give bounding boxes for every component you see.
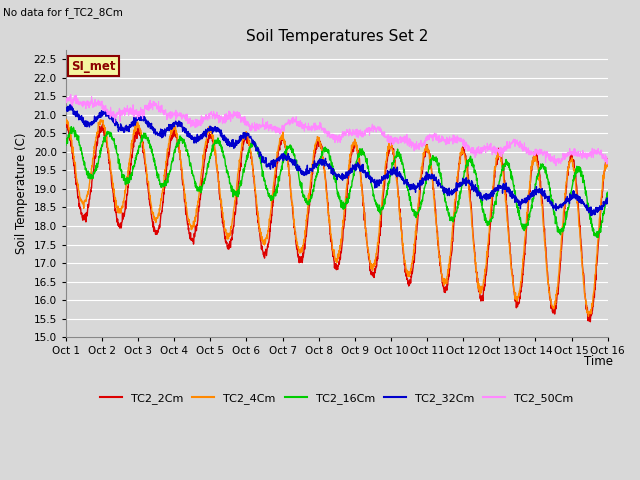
TC2_4Cm — [584, 313, 592, 319]
TC2_16Cm — [604, 191, 612, 197]
Line: TC2_50Cm: TC2_50Cm — [66, 95, 608, 166]
TC2_32Cm — [62, 108, 70, 114]
TC2_2Cm — [312, 147, 319, 153]
Y-axis label: Soil Temperature (C): Soil Temperature (C) — [15, 133, 28, 254]
TC2_16Cm — [594, 235, 602, 240]
Line: TC2_2Cm: TC2_2Cm — [66, 123, 608, 322]
TC2_32Cm — [489, 192, 497, 198]
TC2_50Cm — [62, 99, 70, 105]
TC2_16Cm — [489, 215, 497, 221]
Legend: TC2_2Cm, TC2_4Cm, TC2_16Cm, TC2_32Cm, TC2_50Cm: TC2_2Cm, TC2_4Cm, TC2_16Cm, TC2_32Cm, TC… — [95, 389, 578, 408]
Title: Soil Temperatures Set 2: Soil Temperatures Set 2 — [246, 29, 428, 44]
TC2_50Cm — [552, 163, 560, 168]
TC2_50Cm — [489, 148, 497, 154]
TC2_32Cm — [67, 102, 74, 108]
TC2_50Cm — [90, 103, 97, 109]
TC2_50Cm — [312, 120, 319, 126]
TC2_16Cm — [588, 224, 596, 229]
TC2_50Cm — [588, 145, 596, 151]
TC2_16Cm — [312, 176, 319, 182]
TC2_2Cm — [589, 307, 596, 313]
TC2_2Cm — [62, 122, 70, 128]
TC2_50Cm — [589, 146, 596, 152]
TC2_2Cm — [63, 120, 70, 126]
Line: TC2_32Cm: TC2_32Cm — [66, 105, 608, 216]
TC2_4Cm — [604, 160, 612, 166]
Text: No data for f_TC2_8Cm: No data for f_TC2_8Cm — [3, 7, 123, 18]
TC2_4Cm — [489, 185, 497, 191]
TC2_32Cm — [90, 118, 97, 123]
TC2_4Cm — [62, 117, 70, 123]
TC2_2Cm — [588, 308, 596, 313]
TC2_4Cm — [589, 303, 596, 309]
TC2_4Cm — [326, 216, 333, 222]
TC2_2Cm — [326, 223, 333, 229]
TC2_32Cm — [604, 195, 612, 201]
TC2_50Cm — [67, 92, 74, 97]
Line: TC2_16Cm: TC2_16Cm — [66, 127, 608, 238]
TC2_2Cm — [489, 192, 497, 198]
TC2_4Cm — [312, 144, 319, 150]
TC2_2Cm — [604, 158, 612, 164]
TC2_16Cm — [67, 124, 75, 130]
TC2_32Cm — [312, 161, 319, 167]
Text: SI_met: SI_met — [71, 60, 116, 73]
TC2_16Cm — [62, 143, 70, 148]
TC2_50Cm — [326, 130, 333, 135]
TC2_32Cm — [588, 212, 596, 217]
TC2_50Cm — [604, 156, 612, 162]
TC2_4Cm — [588, 302, 596, 308]
X-axis label: Time: Time — [584, 355, 613, 368]
TC2_2Cm — [586, 319, 594, 324]
TC2_16Cm — [326, 157, 333, 163]
TC2_4Cm — [90, 148, 97, 154]
TC2_32Cm — [588, 213, 596, 218]
TC2_16Cm — [588, 221, 596, 227]
TC2_32Cm — [326, 163, 333, 168]
TC2_4Cm — [62, 116, 70, 122]
TC2_2Cm — [90, 166, 97, 172]
TC2_16Cm — [90, 170, 97, 176]
Line: TC2_4Cm: TC2_4Cm — [66, 119, 608, 316]
TC2_32Cm — [589, 208, 596, 214]
